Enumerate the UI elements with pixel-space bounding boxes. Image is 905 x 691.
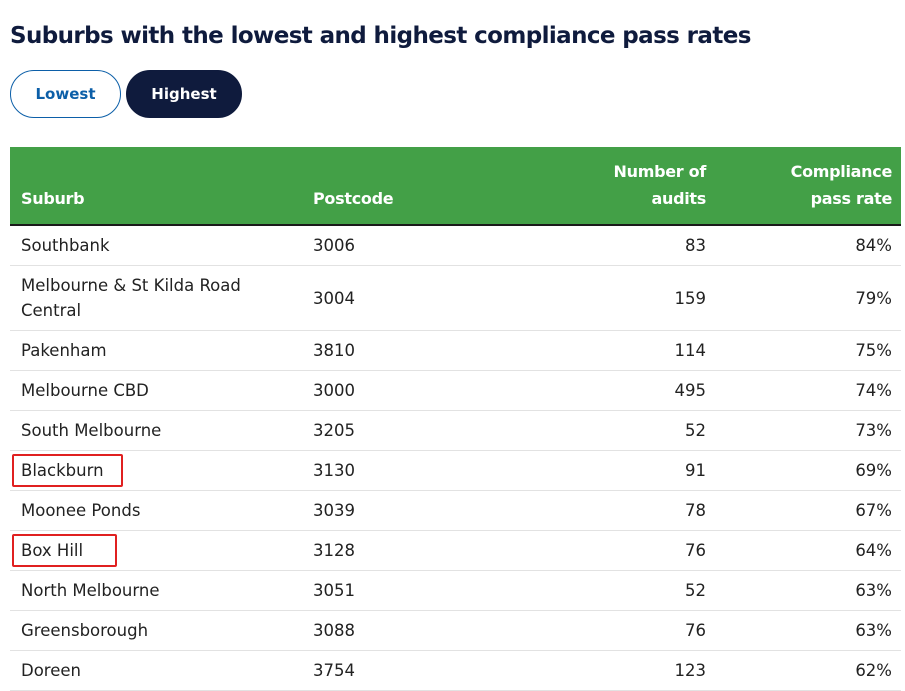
table-row: Greensborough 3088 76 63% bbox=[10, 610, 901, 651]
cell-suburb: Moonee Ponds bbox=[10, 490, 302, 531]
table-row: Melbourne CBD 3000 495 74% bbox=[10, 370, 901, 411]
cell-postcode: 3810 bbox=[302, 330, 499, 371]
table-body: Southbank 3006 83 84% Melbourne & St Kilda R… bbox=[10, 225, 901, 691]
header-suburb: Suburb bbox=[10, 147, 302, 226]
cell-number-of-audits: 76 bbox=[499, 530, 742, 571]
cell-compliance-pass-rate: 62% bbox=[742, 650, 901, 691]
table-header: Suburb Postcode Number of audits Complian… bbox=[10, 147, 901, 226]
cell-number-of-audits: 78 bbox=[499, 490, 742, 531]
cell-suburb: Pakenham bbox=[10, 330, 302, 371]
cell-compliance-pass-rate: 63% bbox=[742, 610, 901, 651]
cell-number-of-audits: 114 bbox=[499, 330, 742, 371]
cell-number-of-audits: 123 bbox=[499, 650, 742, 691]
cell-number-of-audits: 52 bbox=[499, 410, 742, 451]
cell-compliance-pass-rate: 63% bbox=[742, 570, 901, 611]
cell-number-of-audits: 159 bbox=[499, 265, 742, 331]
compliance-table: Suburb Postcode Number of audits Complian… bbox=[10, 147, 901, 691]
cell-postcode: 3128 bbox=[302, 530, 499, 571]
cell-compliance-pass-rate: 64% bbox=[742, 530, 901, 571]
cell-number-of-audits: 76 bbox=[499, 610, 742, 651]
cell-postcode: 3130 bbox=[302, 450, 499, 491]
cell-suburb: Greensborough bbox=[10, 610, 302, 651]
cell-compliance-pass-rate: 69% bbox=[742, 450, 901, 491]
cell-number-of-audits: 83 bbox=[499, 225, 742, 266]
table-row: Doreen 3754 123 62% bbox=[10, 650, 901, 691]
cell-suburb: Melbourne CBD bbox=[10, 370, 302, 411]
cell-postcode: 3754 bbox=[302, 650, 499, 691]
header-audits-line1: Number of bbox=[613, 162, 707, 181]
table-row: Southbank 3006 83 84% bbox=[10, 225, 901, 266]
table-row: North Melbourne 3051 52 63% bbox=[10, 570, 901, 611]
cell-compliance-pass-rate: 73% bbox=[742, 410, 901, 451]
table-row: South Melbourne 3205 52 73% bbox=[10, 410, 901, 451]
table-row: Moonee Ponds 3039 78 67% bbox=[10, 490, 901, 531]
cell-postcode: 3205 bbox=[302, 410, 499, 451]
cell-suburb: South Melbourne bbox=[10, 410, 302, 451]
cell-compliance-pass-rate: 67% bbox=[742, 490, 901, 531]
highest-toggle-button[interactable]: Highest bbox=[126, 70, 242, 118]
cell-number-of-audits: 91 bbox=[499, 450, 742, 491]
header-postcode: Postcode bbox=[302, 147, 499, 226]
cell-postcode: 3006 bbox=[302, 225, 499, 266]
table-row: Blackburn 3130 91 69% bbox=[10, 450, 901, 491]
cell-number-of-audits: 52 bbox=[499, 570, 742, 611]
cell-postcode: 3004 bbox=[302, 265, 499, 331]
cell-suburb: Box Hill bbox=[10, 530, 302, 571]
table-row: Melbourne & St Kilda Road Central 3004 159… bbox=[10, 265, 901, 331]
compliance-table-container: Suburb Postcode Number of audits Complian… bbox=[10, 147, 901, 691]
page-title: Suburbs with the lowest and highest comp… bbox=[10, 23, 751, 50]
lowest-toggle-button[interactable]: Lowest bbox=[10, 70, 121, 118]
cell-suburb: North Melbourne bbox=[10, 570, 302, 611]
cell-compliance-pass-rate: 79% bbox=[742, 265, 901, 331]
cell-postcode: 3039 bbox=[302, 490, 499, 531]
cell-compliance-pass-rate: 74% bbox=[742, 370, 901, 411]
cell-postcode: 3088 bbox=[302, 610, 499, 651]
cell-suburb: Southbank bbox=[10, 225, 302, 266]
cell-compliance-pass-rate: 84% bbox=[742, 225, 901, 266]
table-header-row: Suburb Postcode Number of audits Complian… bbox=[10, 147, 901, 226]
cell-postcode: 3000 bbox=[302, 370, 499, 411]
cell-number-of-audits: 495 bbox=[499, 370, 742, 411]
table-row: Box Hill 3128 76 64% bbox=[10, 530, 901, 571]
header-compliance-pass-rate: Compliance pass rate bbox=[742, 147, 901, 226]
header-audits-line2: audits bbox=[651, 189, 707, 208]
header-number-of-audits: Number of audits bbox=[499, 147, 742, 226]
cell-suburb: Blackburn bbox=[10, 450, 302, 491]
table-row: Pakenham 3810 114 75% bbox=[10, 330, 901, 371]
cell-postcode: 3051 bbox=[302, 570, 499, 611]
cell-suburb: Doreen bbox=[10, 650, 302, 691]
cell-suburb: Melbourne & St Kilda Road Central bbox=[10, 265, 302, 331]
cell-compliance-pass-rate: 75% bbox=[742, 330, 901, 371]
